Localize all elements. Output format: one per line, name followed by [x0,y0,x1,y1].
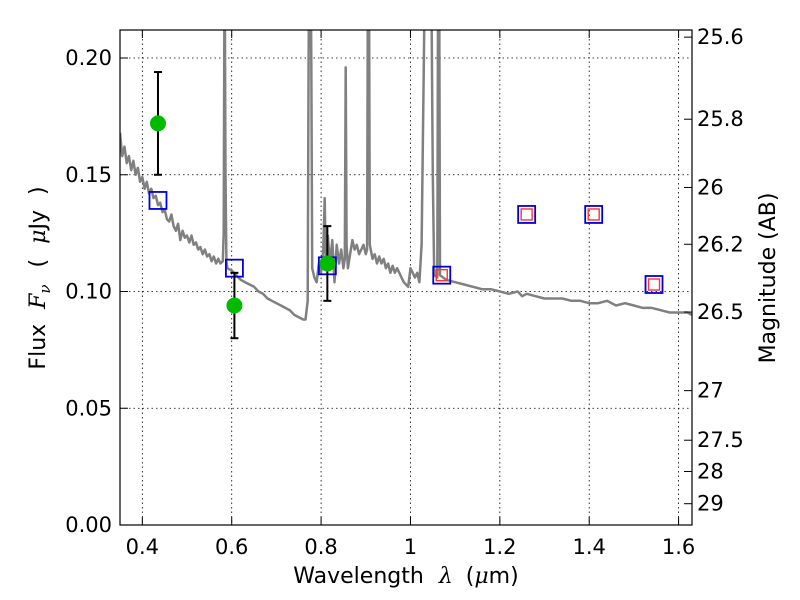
upper-band-square [520,208,533,221]
model-photometry-square [584,205,604,224]
magnitude-tick-label: 26.5 [697,300,744,324]
model-photometry-square [432,265,452,285]
upper-band-square [587,208,600,221]
model-photometry-square [644,275,664,294]
x-tick-label: 1.4 [573,535,606,559]
x-tick-label: 1.2 [483,535,516,559]
x-axis-label-open: ( [466,564,475,589]
axis-ticks: 0.4 0.6 0.8 1 1.2 1.4 1.6 0.00 0.05 0.10 0.15 0.20 2… [65,25,744,559]
y-tick-label: 0.05 [65,396,112,420]
x-axis-label: Wavelength λ (μm) [293,564,518,589]
y-axis-label-symbol: F [26,293,51,310]
magnitude-tick-label: 27.5 [697,428,744,452]
observed-flux-point [149,115,166,132]
magnitude-tick-label: 29 [697,492,724,516]
x-axis-label-prefix: Wavelength [293,564,424,589]
model-photometry-square [517,205,537,224]
y-axis-label: Flux Fν ( μJy ) [26,186,56,369]
photometry-marks [148,71,664,340]
magnitude-tick-label: 25.8 [697,107,744,131]
x-tick-label: 0.8 [304,535,337,559]
y-tick-label: 0.00 [65,513,112,537]
model-photometry-square [148,191,168,210]
y-axis-label-mu: μ [26,230,51,244]
y-axis-label-prefix: Flux [26,324,51,370]
y-axis-label-unit: Jy [26,210,51,232]
magnitude-tick-label: 25.6 [697,25,744,49]
plot-background [120,30,692,525]
y-tick-label: 0.15 [65,163,112,187]
magnitude-tick-label: 26.2 [697,232,744,256]
upper-band-square [647,278,661,291]
x-tick-label: 0.4 [126,535,159,559]
y-axis-label-open: ( [26,259,51,268]
data-layer [120,30,692,340]
upper-band-square [435,268,448,282]
x-tick-label: 1.6 [662,535,695,559]
x-tick-label: 0.6 [215,535,248,559]
y-axis-label-subscript: ν [36,284,54,293]
x-axis-label-mu: μ [474,564,488,589]
plot-frame [119,29,693,526]
magnitude-tick-label: 28 [697,460,724,484]
x-axis-label-symbol: λ [438,564,453,589]
magnitude-tick-label: 26 [697,175,724,199]
observed-flux-point [226,297,243,314]
y-tick-label: 0.10 [65,280,112,304]
y-axis-label-close: ) [26,186,51,195]
observed-flux-point [319,255,336,272]
x-axis-label-unit: m) [489,564,519,589]
x-tick-label: 1 [404,535,417,559]
y-tick-label: 0.20 [65,46,112,70]
magnitude-axis-label: Magnitude (AB) [756,193,781,364]
magnitude-tick-label: 27 [697,379,724,403]
